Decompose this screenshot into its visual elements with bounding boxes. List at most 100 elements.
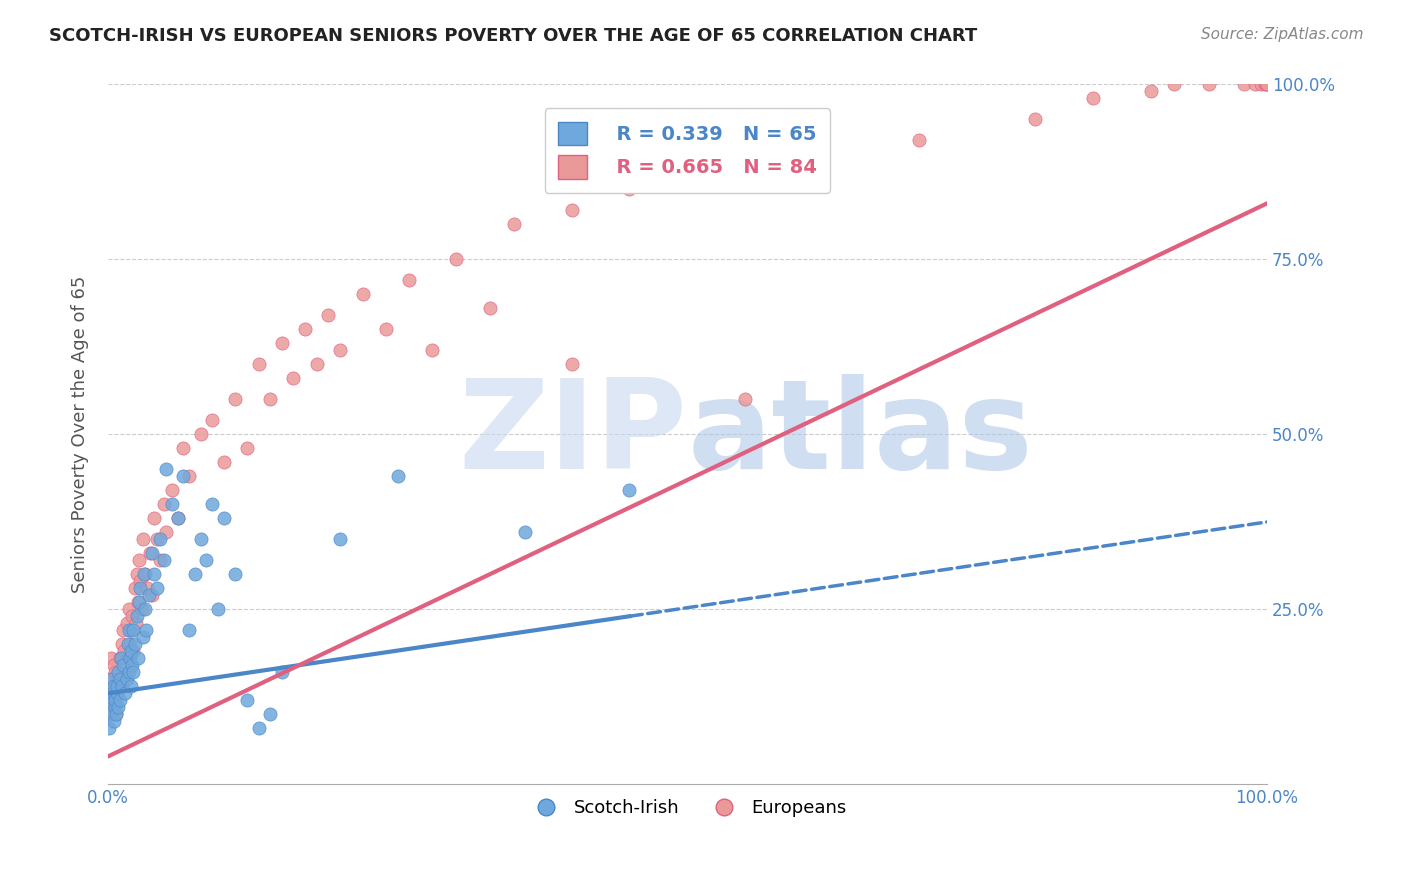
Point: [118, 624, 141, 638]
Point: [124, 582, 146, 596]
Point: [103, 658, 125, 673]
Point: [141, 546, 163, 560]
Point: [103, 680, 125, 694]
Point: [515, 525, 537, 540]
Point: [118, 602, 141, 616]
Point: [1254, 78, 1277, 92]
Point: [172, 469, 194, 483]
Point: [121, 658, 143, 673]
Point: [236, 693, 259, 707]
Point: [103, 714, 125, 729]
Point: [128, 553, 150, 567]
Point: [104, 693, 127, 707]
Point: [122, 624, 145, 638]
Point: [100, 707, 122, 722]
Point: [105, 707, 128, 722]
Point: [105, 686, 128, 700]
Point: [676, 161, 699, 176]
Point: [98, 673, 121, 687]
Point: [105, 680, 128, 694]
Point: [118, 637, 141, 651]
Point: [152, 553, 174, 567]
Legend: Scotch-Irish, Europeans: Scotch-Irish, Europeans: [522, 792, 853, 824]
Point: [160, 483, 183, 498]
Point: [100, 673, 122, 687]
Point: [247, 722, 270, 736]
Point: [128, 595, 150, 609]
Point: [105, 686, 128, 700]
Point: [316, 309, 339, 323]
Point: [247, 358, 270, 372]
Point: [259, 707, 281, 722]
Point: [224, 392, 246, 407]
Point: [129, 574, 152, 589]
Point: [734, 392, 756, 407]
Point: [136, 582, 159, 596]
Point: [143, 567, 166, 582]
Point: [259, 392, 281, 407]
Point: [1256, 78, 1278, 92]
Text: SCOTCH-IRISH VS EUROPEAN SENIORS POVERTY OVER THE AGE OF 65 CORRELATION CHART: SCOTCH-IRISH VS EUROPEAN SENIORS POVERTY…: [49, 27, 977, 45]
Point: [270, 336, 292, 351]
Point: [398, 273, 420, 287]
Point: [104, 693, 127, 707]
Point: [908, 133, 931, 147]
Point: [105, 707, 128, 722]
Point: [166, 511, 188, 525]
Point: [1244, 78, 1267, 92]
Point: [117, 651, 139, 665]
Point: [121, 609, 143, 624]
Point: [111, 680, 134, 694]
Point: [100, 651, 122, 665]
Point: [792, 147, 814, 161]
Point: [479, 301, 502, 316]
Point: [502, 218, 524, 232]
Point: [190, 427, 212, 442]
Point: [120, 644, 142, 658]
Point: [422, 343, 444, 358]
Point: [212, 511, 235, 525]
Point: [160, 498, 183, 512]
Point: [201, 498, 224, 512]
Point: [134, 567, 156, 582]
Point: [118, 665, 141, 680]
Point: [107, 700, 129, 714]
Point: [135, 624, 157, 638]
Point: [1140, 85, 1163, 99]
Point: [561, 358, 583, 372]
Point: [1198, 78, 1220, 92]
Point: [179, 469, 201, 483]
Point: [101, 700, 124, 714]
Point: [1250, 78, 1272, 92]
Point: [352, 287, 374, 301]
Point: [619, 483, 641, 498]
Point: [224, 567, 246, 582]
Point: [124, 637, 146, 651]
Point: [155, 462, 177, 476]
Point: [236, 442, 259, 456]
Point: [619, 182, 641, 196]
Text: atlas: atlas: [688, 374, 1033, 495]
Point: [122, 665, 145, 680]
Point: [387, 469, 409, 483]
Point: [129, 582, 152, 596]
Point: [1163, 78, 1185, 92]
Point: [375, 322, 398, 336]
Point: [1024, 112, 1046, 127]
Point: [98, 693, 121, 707]
Point: [108, 693, 131, 707]
Point: [195, 553, 218, 567]
Point: [294, 322, 316, 336]
Point: [100, 707, 122, 722]
Point: [125, 616, 148, 631]
Point: [166, 511, 188, 525]
Point: [107, 665, 129, 680]
Point: [115, 673, 138, 687]
Point: [444, 252, 467, 267]
Point: [149, 533, 172, 547]
Point: [127, 595, 149, 609]
Point: [134, 602, 156, 616]
Point: [305, 358, 328, 372]
Point: [149, 553, 172, 567]
Point: [122, 644, 145, 658]
